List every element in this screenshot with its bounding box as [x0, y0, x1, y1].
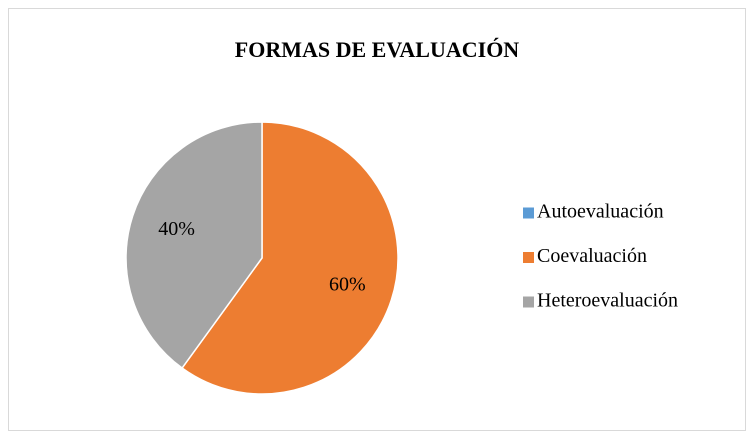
data-label: 60%	[329, 273, 366, 295]
legend-label: Heteroevaluación	[537, 290, 678, 312]
legend-swatch	[523, 252, 534, 263]
legend-label: Coevaluación	[537, 245, 647, 267]
legend-label: Autoevaluación	[537, 201, 664, 223]
legend-swatch	[523, 296, 534, 308]
pie-slice	[125, 121, 263, 370]
data-label: 40%	[158, 218, 195, 240]
chart-title: FORMAS DE EVALUACIÓN	[235, 37, 520, 62]
pie-slice	[181, 121, 399, 395]
legend-swatch	[523, 207, 534, 219]
